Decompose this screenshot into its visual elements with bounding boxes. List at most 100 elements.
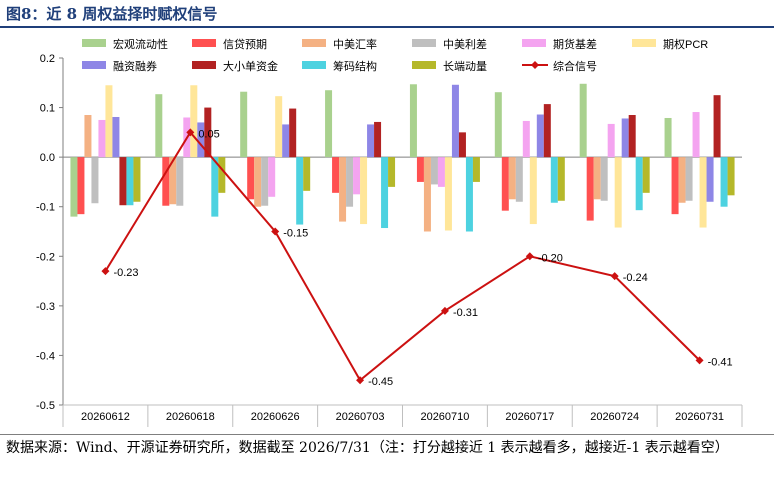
bar-大小单资金 (458, 132, 466, 158)
bar-期货基差 (522, 120, 530, 158)
bar-长端动量 (218, 157, 226, 193)
x-tick-label: 20260710 (420, 411, 469, 423)
bar-信贷预期 (671, 157, 679, 215)
legend-swatch-中美利差 (412, 39, 436, 47)
bar-长端动量 (727, 157, 735, 196)
composite-signal-marker (356, 376, 365, 385)
bar-长端动量 (642, 157, 650, 193)
legend-label: 信贷预期 (223, 37, 267, 51)
bar-筹码结构 (635, 157, 643, 211)
bar-期货基差 (268, 157, 276, 197)
bar-宏观流动性 (664, 117, 672, 158)
bar-融资融券 (706, 157, 714, 202)
source-note: 数据来源：Wind、开源证券研究所，数据截至 2026/7/31（注：打分越接近… (6, 440, 729, 456)
x-tick-label: 20260717 (505, 411, 554, 423)
bar-中美汇率 (678, 157, 686, 203)
bar-融资融券 (451, 84, 459, 158)
bar-筹码结构 (381, 157, 389, 229)
y-tick-label: -0.2 (36, 251, 55, 263)
legend-label: 期货基差 (553, 37, 597, 51)
legend-label: 大小单资金 (223, 59, 278, 73)
bar-期权PCR (614, 157, 622, 228)
composite-data-label: -0.41 (708, 356, 733, 368)
bar-期货基差 (607, 123, 615, 158)
bar-宏观流动性 (70, 157, 78, 217)
composite-signal-marker (101, 267, 110, 276)
bar-中美汇率 (508, 157, 516, 200)
bar-筹码结构 (550, 157, 558, 203)
bar-期货基差 (98, 119, 106, 158)
bar-期权PCR (105, 85, 113, 158)
bar-大小单资金 (713, 95, 721, 158)
x-tick-label: 20260703 (336, 411, 385, 423)
x-tick-label: 20260618 (166, 411, 215, 423)
bar-中美汇率 (84, 115, 92, 158)
title-divider (0, 26, 774, 28)
legend-swatch-筹码结构 (302, 61, 326, 69)
bar-筹码结构 (465, 157, 473, 232)
bar-中美利差 (430, 157, 438, 185)
bar-信贷预期 (77, 157, 85, 215)
y-tick-label: -0.4 (36, 350, 55, 362)
bar-信贷预期 (586, 157, 594, 221)
bar-期货基差 (353, 157, 361, 195)
composite-data-label: -0.24 (623, 272, 648, 284)
bar-期权PCR (529, 157, 537, 225)
bar-中美利差 (346, 157, 354, 207)
bar-宏观流动性 (325, 90, 333, 158)
chart-canvas: 0.2 0.1 0.0 -0.1 -0.2 -0.3 -0.4 -0.5 20260612 202… (36, 37, 743, 427)
bar-长端动量 (133, 157, 141, 202)
bar-期货基差 (692, 112, 700, 158)
legend-swatch-期权PCR (632, 39, 656, 47)
bar-信贷预期 (501, 157, 509, 211)
bar-大小单资金 (374, 121, 382, 158)
composite-data-label: -0.31 (453, 307, 478, 319)
bar-中美利差 (261, 157, 269, 206)
composite-data-label: -0.20 (538, 252, 563, 264)
legend-label: 期权PCR (663, 38, 708, 51)
bar-筹码结构 (211, 157, 219, 217)
composite-signal-marker (186, 128, 195, 137)
bar-期权PCR (360, 157, 368, 225)
legend-swatch-期货基差 (522, 39, 546, 47)
legend-label: 筹码结构 (333, 59, 377, 73)
bar-筹码结构 (296, 157, 304, 225)
bar-长端动量 (303, 157, 311, 191)
y-tick-label: 0.2 (40, 53, 55, 65)
composite-signal-line (104, 130, 701, 382)
bar-中美汇率 (593, 157, 601, 200)
bar-中美利差 (176, 157, 184, 206)
bar-中美利差 (685, 157, 693, 201)
y-tick-label: -0.5 (36, 400, 55, 412)
legend-swatch-宏观流动性 (82, 39, 106, 47)
legend-swatch-中美汇率 (302, 39, 326, 47)
bar-中美利差 (91, 157, 99, 204)
bar-宏观流动性 (494, 92, 502, 158)
y-tick-label: 0.1 (40, 103, 55, 115)
legend-swatch-融资融券 (82, 61, 106, 69)
bar-大小单资金 (543, 104, 551, 158)
bar-宏观流动性 (240, 91, 248, 158)
bar-中美利差 (515, 157, 523, 202)
composite-signal-marker (695, 356, 704, 365)
composite-data-label: -0.45 (368, 376, 393, 388)
composite-data-label: 0.05 (198, 128, 219, 140)
legend-label: 中美汇率 (333, 37, 377, 51)
x-tick-label: 20260724 (590, 411, 639, 423)
bar-期货基差 (437, 157, 445, 187)
bar-中美汇率 (254, 157, 262, 207)
bar-融资融券 (197, 122, 205, 158)
bar-宏观流动性 (155, 94, 163, 158)
legend-swatch-大小单资金 (192, 61, 216, 69)
bar-长端动量 (388, 157, 396, 187)
y-tick-label: -0.3 (36, 301, 55, 313)
bar-中美利差 (600, 157, 608, 201)
composite-signal-marker (271, 227, 280, 236)
legend-swatch-长端动量 (412, 61, 436, 69)
legend-label: 融资融券 (113, 59, 157, 73)
bar-融资融券 (112, 116, 120, 158)
bar-宏观流动性 (409, 84, 417, 158)
bar-信贷预期 (247, 157, 255, 200)
bar-融资融券 (367, 124, 375, 158)
bar-融资融券 (282, 124, 290, 158)
